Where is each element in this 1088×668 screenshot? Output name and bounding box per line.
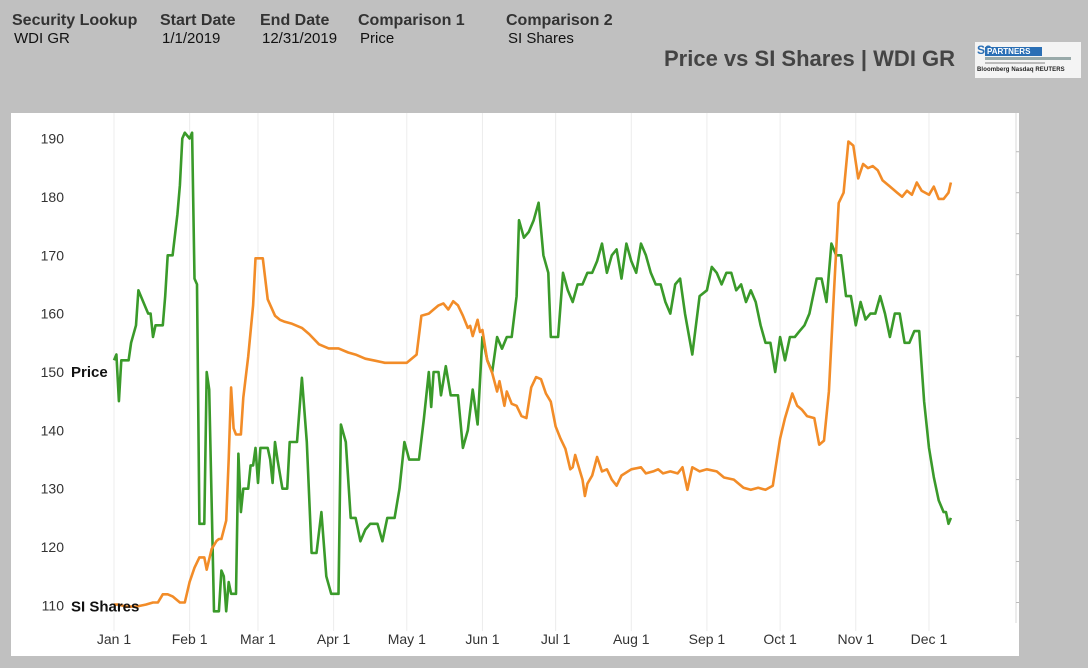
x-tick-label: Jul 1 [541, 631, 571, 647]
s3-partners-logo: S3 PARTNERS Bloomberg Nasdaq REUTERS [975, 42, 1081, 78]
logo-tagline-bar-2 [985, 62, 1045, 64]
comparison-2-value: SI Shares [508, 30, 574, 47]
x-tick-label: Jun 1 [465, 631, 499, 647]
end-date-field[interactable]: End Date 12/31/2019 [260, 12, 337, 48]
start-date-value: 1/1/2019 [162, 30, 221, 47]
x-axis: Jan 1 Feb 1 Mar 1 Apr 1 May 1 Jun 1 Jul 1 Aug 1… [97, 631, 948, 647]
start-date-label: Start Date [160, 12, 236, 29]
x-tick-label: May 1 [388, 631, 426, 647]
y-left-tick-label: 110 [42, 597, 65, 613]
security-lookup-label: Security Lookup [12, 12, 138, 29]
logo-name: PARTNERS [985, 47, 1043, 56]
logo-tagline-bar [985, 57, 1071, 60]
x-tick-label: Aug 1 [613, 631, 650, 647]
si-shares-line [114, 140, 953, 608]
chart-panel: 110 120 130 140 150 160 170 180 190 2M4M6M8M10M1… [11, 113, 1049, 656]
x-tick-label: Apr 1 [317, 631, 351, 647]
right-axis: 2M4M6M8M10M12M14M16M18M20M22M24M [1015, 113, 1049, 623]
x-tick-label: Nov 1 [837, 631, 874, 647]
comparison-2-label: Comparison 2 [506, 12, 613, 29]
comparison-1-label: Comparison 1 [358, 12, 465, 29]
logo-providers: Bloomberg Nasdaq REUTERS [977, 67, 1065, 73]
x-tick-label: Oct 1 [763, 631, 797, 647]
x-tick-label: Feb 1 [172, 631, 208, 647]
comparison-1-field[interactable]: Comparison 1 Price [358, 12, 465, 48]
si-shares-series-label: SI Shares [71, 599, 139, 616]
series-labels: Price SI Shares [71, 364, 139, 616]
left-axis: 110 120 130 140 150 160 170 180 190 [41, 131, 65, 614]
price-line [112, 131, 953, 613]
x-tick-label: Sep 1 [689, 631, 726, 647]
start-date-field[interactable]: Start Date 1/1/2019 [160, 12, 236, 48]
y-left-tick-label: 130 [41, 481, 65, 497]
end-date-label: End Date [260, 12, 330, 29]
chart-gridlines [113, 113, 930, 631]
security-lookup-field[interactable]: Security Lookup WDI GR [12, 12, 137, 48]
x-tick-label: Mar 1 [240, 631, 276, 647]
y-left-tick-label: 120 [41, 539, 65, 555]
security-lookup-value: WDI GR [14, 30, 70, 47]
comparison-1-value: Price [360, 30, 395, 47]
y-left-tick-label: 170 [41, 247, 65, 263]
chart-title: Price vs SI Shares | WDI GR [664, 46, 956, 71]
y-left-tick-label: 180 [41, 189, 65, 205]
y-left-tick-label: 140 [41, 422, 65, 438]
x-tick-label: Jan 1 [97, 631, 131, 647]
y-left-tick-label: 190 [41, 131, 65, 147]
x-tick-label: Dec 1 [911, 631, 948, 647]
end-date-value: 12/31/2019 [262, 30, 338, 47]
comparison-2-field[interactable]: Comparison 2 SI Shares [506, 12, 613, 48]
y-left-tick-label: 160 [41, 306, 65, 322]
y-left-tick-label: 150 [41, 364, 65, 380]
price-series-label: Price [71, 364, 108, 381]
price-vs-si-chart: 110 120 130 140 150 160 170 180 190 2M4M6M8M10M1… [41, 113, 1049, 647]
chart-series [112, 131, 953, 613]
